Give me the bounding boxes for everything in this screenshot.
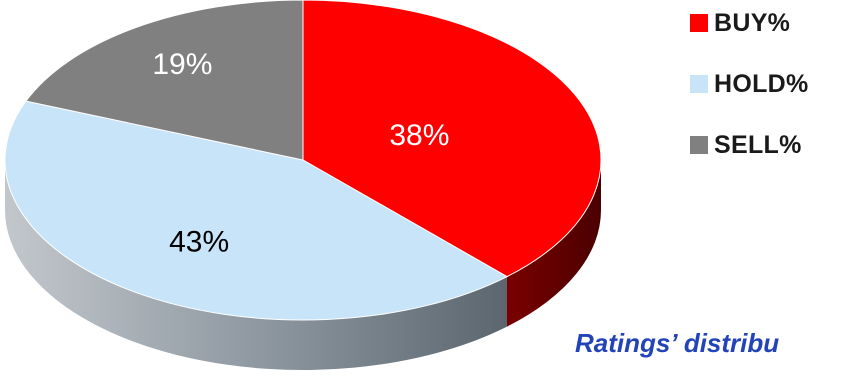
pie-data-labels: 38% 43% 19% xyxy=(152,48,449,258)
pie-slice-sell xyxy=(25,0,304,161)
pie-side-buy xyxy=(506,160,601,327)
data-label-buy: 38% xyxy=(389,119,449,152)
legend-item-sell: SELL% xyxy=(690,128,809,162)
chart-caption: Ratings’ distribu xyxy=(575,328,780,358)
legend-label-sell: SELL% xyxy=(714,130,802,159)
pie-slice-buy xyxy=(302,0,602,278)
pie-slices xyxy=(4,0,602,321)
legend-item-hold: HOLD% xyxy=(690,67,809,101)
legend: BUY% HOLD% SELL% xyxy=(690,6,809,189)
legend-swatch-sell xyxy=(690,136,708,154)
pie-side-hold xyxy=(4,160,507,370)
data-label-sell: 19% xyxy=(152,48,212,81)
legend-swatch-buy xyxy=(690,14,708,32)
legend-label-hold: HOLD% xyxy=(714,69,809,98)
legend-label-buy: BUY% xyxy=(714,8,791,37)
pie-side-walls xyxy=(4,160,601,370)
legend-swatch-hold xyxy=(690,75,708,93)
pie-slice-hold xyxy=(4,100,509,321)
data-label-hold: 43% xyxy=(169,226,229,259)
legend-item-buy: BUY% xyxy=(690,6,809,40)
